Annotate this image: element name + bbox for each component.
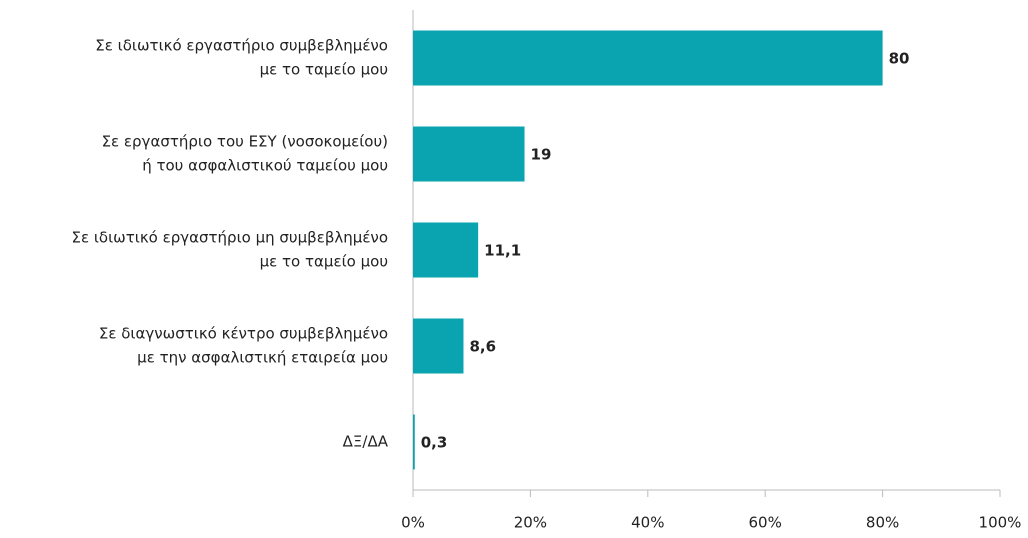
bar	[413, 414, 415, 470]
x-tick-label: 0%	[401, 514, 425, 532]
x-tick-label: 40%	[631, 514, 664, 532]
y-tick-label: Σε ιδιωτικό εργαστήριο συμβεβλημένο	[95, 37, 388, 55]
x-tick-label: 80%	[866, 514, 899, 532]
y-tick-label: με το ταμείο μου	[260, 61, 388, 79]
bar	[413, 126, 525, 182]
y-tick-label: Σε ιδιωτικό εργαστήριο μη συμβεβλημένο	[71, 229, 388, 247]
value-label: 0,3	[421, 434, 448, 452]
x-tick-label: 60%	[749, 514, 782, 532]
y-tick-label: ή του ασφαλιστικού ταμείου μου	[142, 157, 388, 175]
y-tick-label: Σε εργαστήριο του ΕΣΥ (νοσοκομείου)	[102, 133, 388, 151]
value-label: 11,1	[484, 242, 521, 260]
y-tick-label: Σε διαγνωστικό κέντρο συμβεβλημένο	[99, 325, 388, 343]
value-label: 8,6	[469, 338, 496, 356]
y-tick-label: με το ταμείο μου	[260, 253, 388, 271]
value-label: 80	[889, 50, 910, 68]
x-tick-label: 100%	[979, 514, 1022, 532]
x-tick-label: 20%	[514, 514, 547, 532]
bar	[413, 318, 464, 374]
value-label: 19	[531, 146, 552, 164]
y-tick-label: ΔΞ/ΔΑ	[343, 433, 389, 451]
bar	[413, 222, 479, 278]
y-tick-label: με την ασφαλιστική εταιρεία μου	[137, 349, 388, 367]
bar	[413, 30, 883, 86]
